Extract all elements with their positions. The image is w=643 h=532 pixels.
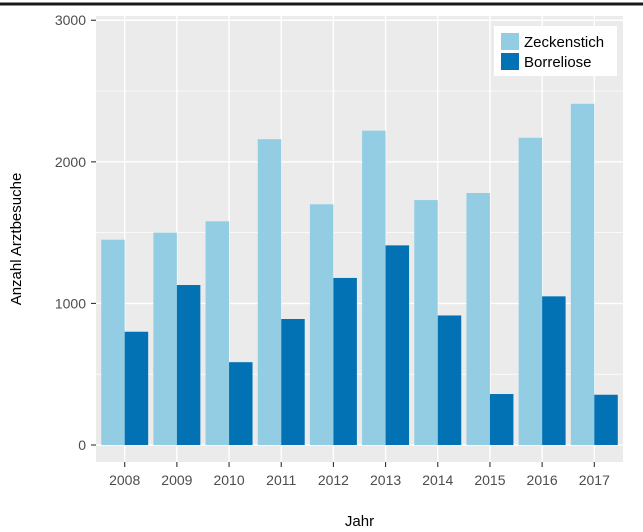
bars xyxy=(101,103,618,446)
y-tick-label: 0 xyxy=(78,437,86,453)
x-tick-label: 2017 xyxy=(579,472,610,488)
legend: Zeckenstich Borreliose xyxy=(494,26,617,76)
bar-borreliose-2014 xyxy=(437,315,462,446)
bar-zeckenstich-2015 xyxy=(466,192,490,446)
bar-zeckenstich-2008 xyxy=(101,239,125,446)
bar-zeckenstich-2012 xyxy=(309,204,334,446)
bar-borreliose-2010 xyxy=(229,362,253,446)
x-tick-label: 2014 xyxy=(422,472,453,488)
legend-key-borreliose xyxy=(501,53,519,70)
y-tick-label: 2000 xyxy=(55,154,86,170)
x-tick-label: 2008 xyxy=(109,472,140,488)
y-tick-label: 3000 xyxy=(55,12,86,28)
x-tick-label: 2015 xyxy=(474,472,505,488)
bar-borreliose-2013 xyxy=(385,245,410,446)
y-axis-ticks: 0 1000 2000 3000 xyxy=(55,12,96,453)
x-tick-label: 2009 xyxy=(161,472,192,488)
x-tick-label: 2012 xyxy=(318,472,349,488)
bar-borreliose-2009 xyxy=(176,285,201,446)
bar-zeckenstich-2009 xyxy=(153,232,177,446)
bar-zeckenstich-2016 xyxy=(518,137,543,446)
x-tick-label: 2010 xyxy=(213,472,244,488)
bar-borreliose-2008 xyxy=(124,331,149,446)
bar-zeckenstich-2010 xyxy=(205,221,230,446)
y-axis-title: Anzahl Arztbesuche xyxy=(8,173,25,306)
legend-key-zeckenstich xyxy=(501,33,519,50)
bar-borreliose-2011 xyxy=(281,318,305,446)
bar-borreliose-2017 xyxy=(594,394,618,446)
bar-borreliose-2016 xyxy=(542,296,566,446)
x-axis-ticks: 2008 2009 2010 2011 2012 2013 2014 2015 2016 2017 xyxy=(109,462,610,488)
bar-zeckenstich-2011 xyxy=(257,139,282,446)
x-tick-label: 2013 xyxy=(370,472,401,488)
bar-zeckenstich-2017 xyxy=(570,103,595,446)
bar-borreliose-2015 xyxy=(489,394,514,446)
bar-borreliose-2012 xyxy=(333,277,357,446)
x-tick-label: 2011 xyxy=(266,472,296,488)
y-tick-label: 1000 xyxy=(55,295,86,311)
x-axis-title: Jahr xyxy=(345,513,374,530)
bar-zeckenstich-2013 xyxy=(362,130,386,446)
legend-label-borreliose: Borreliose xyxy=(524,54,592,71)
legend-label-zeckenstich: Zeckenstich xyxy=(524,34,604,51)
x-tick-label: 2016 xyxy=(527,472,558,488)
bar-zeckenstich-2014 xyxy=(414,200,438,446)
